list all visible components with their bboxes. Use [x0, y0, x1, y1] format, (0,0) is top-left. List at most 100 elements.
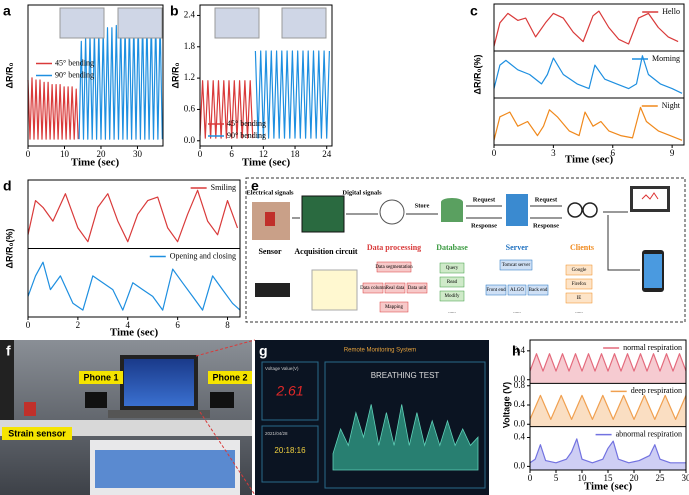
x-tick-label: 0	[198, 149, 203, 159]
label-box	[208, 371, 252, 384]
flow-label: Request	[535, 196, 558, 203]
y-tick-label: 0.6	[184, 104, 196, 114]
stage-label: Clients	[570, 243, 594, 252]
box	[439, 276, 465, 288]
box	[406, 282, 428, 294]
box	[485, 284, 507, 296]
y-tick-label: 1.8	[184, 41, 196, 51]
legend-label: Smiling	[211, 183, 236, 192]
line	[529, 438, 686, 464]
box	[379, 301, 409, 313]
x-tick-label: 0	[492, 148, 497, 158]
stage-label: Acquisition circuit	[294, 247, 358, 256]
flow-label: Response	[471, 222, 497, 229]
workflow-diagram: e Electrical signals Digital signals Sto…	[245, 177, 686, 323]
flow-label: Digital signals	[342, 189, 382, 196]
photo-label: Phone 2	[212, 372, 247, 382]
line	[27, 189, 239, 243]
clients-icon	[582, 202, 598, 218]
x-tick-label: 6	[611, 148, 616, 158]
x-axis-label: Time (sec)	[110, 327, 159, 339]
y-tick-label: 1.2	[184, 72, 195, 82]
box-label: Modify	[445, 294, 461, 299]
legend-label: 90° bending	[227, 131, 266, 140]
plot-frame	[493, 3, 685, 146]
stage-label: Database	[436, 243, 468, 252]
x-axis-label: Time (sec)	[584, 481, 633, 493]
heart-rate-icon	[641, 192, 659, 200]
x-tick-label: 12	[259, 149, 268, 159]
schematic	[311, 269, 358, 311]
box-label: Data column	[360, 286, 386, 291]
database-body	[441, 202, 463, 222]
line	[493, 10, 679, 47]
y-axis-label: ΔR/R₀	[170, 62, 180, 88]
flow-label: Store	[415, 202, 430, 209]
box	[565, 278, 593, 290]
line	[27, 261, 241, 311]
y-axis-label: ΔR/R₀	[4, 62, 14, 88]
box-label: Google	[572, 268, 588, 273]
server-icon	[506, 194, 528, 226]
x-tick-label: 18	[291, 149, 301, 159]
y-tick-label: 0.0	[514, 460, 526, 470]
datetime-box	[261, 425, 319, 483]
line	[254, 50, 330, 139]
x-tick-label: 0	[528, 473, 533, 483]
phone-screen	[644, 254, 662, 288]
laptop-base	[108, 410, 210, 418]
y-axis-label: ΔR/R₀(%)	[472, 54, 482, 94]
panel-label: g	[259, 343, 268, 359]
plot-frame	[199, 4, 333, 147]
y-axis-label: Voltage (V)	[501, 382, 511, 428]
cabinet-panel	[95, 450, 235, 488]
readout-label: Voltage Value(V)	[265, 366, 299, 371]
y-tick-label: 0.0	[184, 135, 196, 145]
inset-photo	[281, 7, 327, 39]
y-tick-label: 2.4	[184, 10, 196, 20]
y-tick-label: 0.0	[514, 374, 526, 384]
x-tick-label: 15	[604, 473, 614, 483]
legend-label: Opening and closing	[170, 251, 236, 260]
laptop-screen	[124, 359, 194, 406]
setup-photo: Phone 1 Phone 2 Strain sensor f	[0, 339, 256, 495]
x-tick-label: 6	[229, 149, 234, 159]
box-label: Data segmentation	[375, 265, 413, 270]
sensor-chip	[255, 283, 290, 297]
legend-label: Morning	[652, 54, 680, 63]
area	[530, 395, 686, 427]
x-tick-label: 30	[682, 473, 689, 483]
label-box	[2, 427, 72, 440]
x-tick-label: 25	[656, 473, 666, 483]
clients-icon	[567, 202, 583, 218]
legend-label: 90° bending	[55, 70, 94, 79]
box-label: Read	[447, 280, 458, 285]
panel-label: c	[470, 3, 478, 19]
photo-label: Strain sensor	[8, 428, 66, 438]
box-label: Data unit	[408, 286, 427, 291]
circuit-board	[301, 195, 345, 233]
legend-label: 45° bending	[227, 119, 266, 128]
phone-2	[210, 392, 234, 408]
box-label: Firefox	[572, 282, 587, 287]
x-tick-label: 20	[630, 473, 640, 483]
box	[527, 284, 549, 296]
panel-label: d	[3, 178, 12, 194]
legend-label: normal respiration	[623, 343, 682, 352]
y-tick-label: 0.0	[514, 418, 526, 428]
panel-label: h	[512, 343, 521, 359]
x-axis-label: Time (sec)	[565, 154, 614, 166]
y-tick-label: 0.4	[514, 399, 526, 409]
panel-label: e	[251, 178, 259, 194]
x-axis-label: Time (sec)	[242, 157, 291, 169]
screen-title: Remote Monitoring System	[344, 348, 416, 354]
x-tick-label: 30	[133, 149, 143, 159]
zoom-lines	[195, 339, 256, 495]
inset-photo	[59, 7, 105, 39]
diagram-border	[245, 177, 686, 323]
x-tick-label: 0	[26, 149, 31, 159]
inset-photo	[214, 7, 260, 39]
legend-label: Hello	[662, 7, 680, 16]
y-tick-label: 0.8	[514, 380, 526, 390]
